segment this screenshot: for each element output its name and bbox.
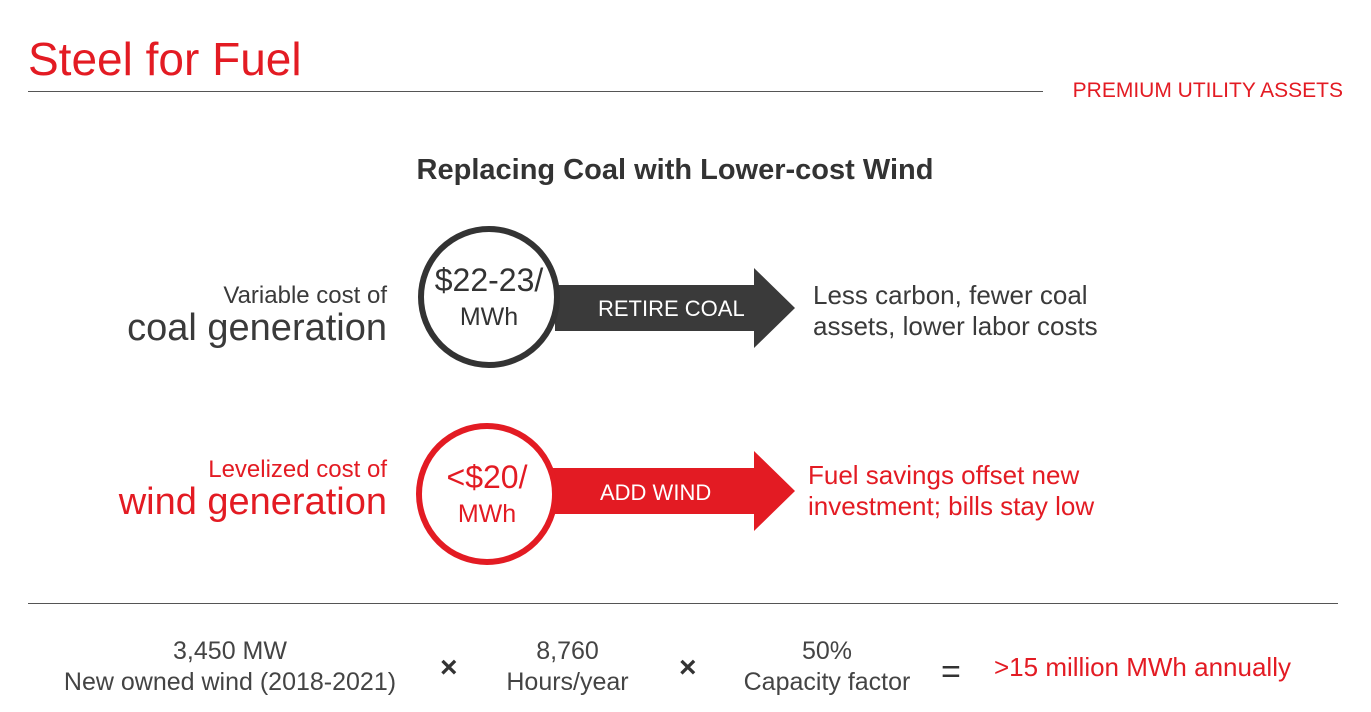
coal-result-line1: Less carbon, fewer coal [813, 280, 1088, 310]
equation-result: >15 million MWh annually [994, 652, 1291, 682]
wind-price-unit: MWh [457, 500, 517, 529]
wind-label-small: Levelized cost of [208, 456, 387, 483]
coal-result: Less carbon, fewer coal assets, lower la… [813, 280, 1098, 342]
section-tag: PREMIUM UTILITY ASSETS [1072, 79, 1343, 102]
coal-label-big: coal generation [127, 307, 387, 349]
equation-term-hours: 8,760 Hours/year [490, 636, 645, 699]
term3-label: Capacity factor [743, 668, 911, 697]
equation-term-capacity: 3,450 MW New owned wind (2018-2021) [30, 636, 430, 699]
term2-value: 8,760 [536, 637, 599, 665]
coal-label-small: Variable cost of [223, 282, 387, 309]
page-title: Steel for Fuel [28, 33, 302, 85]
coal-price: $22-23/ [434, 262, 544, 299]
add-wind-label: ADD WIND [600, 480, 712, 505]
wind-result-line1: Fuel savings offset new [808, 460, 1080, 490]
wind-price: <$20/ [446, 459, 528, 496]
term1-value: 3,450 MW [173, 637, 287, 665]
header-divider [28, 91, 1043, 92]
add-wind-arrow [553, 451, 795, 531]
coal-result-line2: assets, lower labor costs [813, 311, 1098, 342]
multiply-sign-2: × [679, 651, 697, 684]
equation-divider [28, 603, 1338, 604]
wind-result-line2: investment; bills stay low [808, 491, 1095, 522]
term3-value: 50% [801, 637, 853, 665]
wind-result: Fuel savings offset new investment; bill… [808, 460, 1094, 522]
equation-term-capacity-factor: 50% Capacity factor [727, 636, 927, 699]
equals-sign: = [941, 653, 961, 691]
slide-subtitle: Replacing Coal with Lower-cost Wind [416, 154, 934, 186]
retire-coal-label: RETIRE COAL [598, 296, 745, 321]
coal-price-unit: MWh [459, 303, 519, 332]
wind-label-big: wind generation [118, 481, 387, 523]
term1-label: New owned wind (2018-2021) [63, 668, 397, 697]
wind-cost-circle: <$20/ MWh [416, 423, 558, 565]
term2-label: Hours/year [506, 668, 629, 697]
multiply-sign-1: × [440, 651, 458, 684]
coal-cost-circle: $22-23/ MWh [418, 226, 560, 368]
retire-coal-arrow [555, 268, 795, 348]
